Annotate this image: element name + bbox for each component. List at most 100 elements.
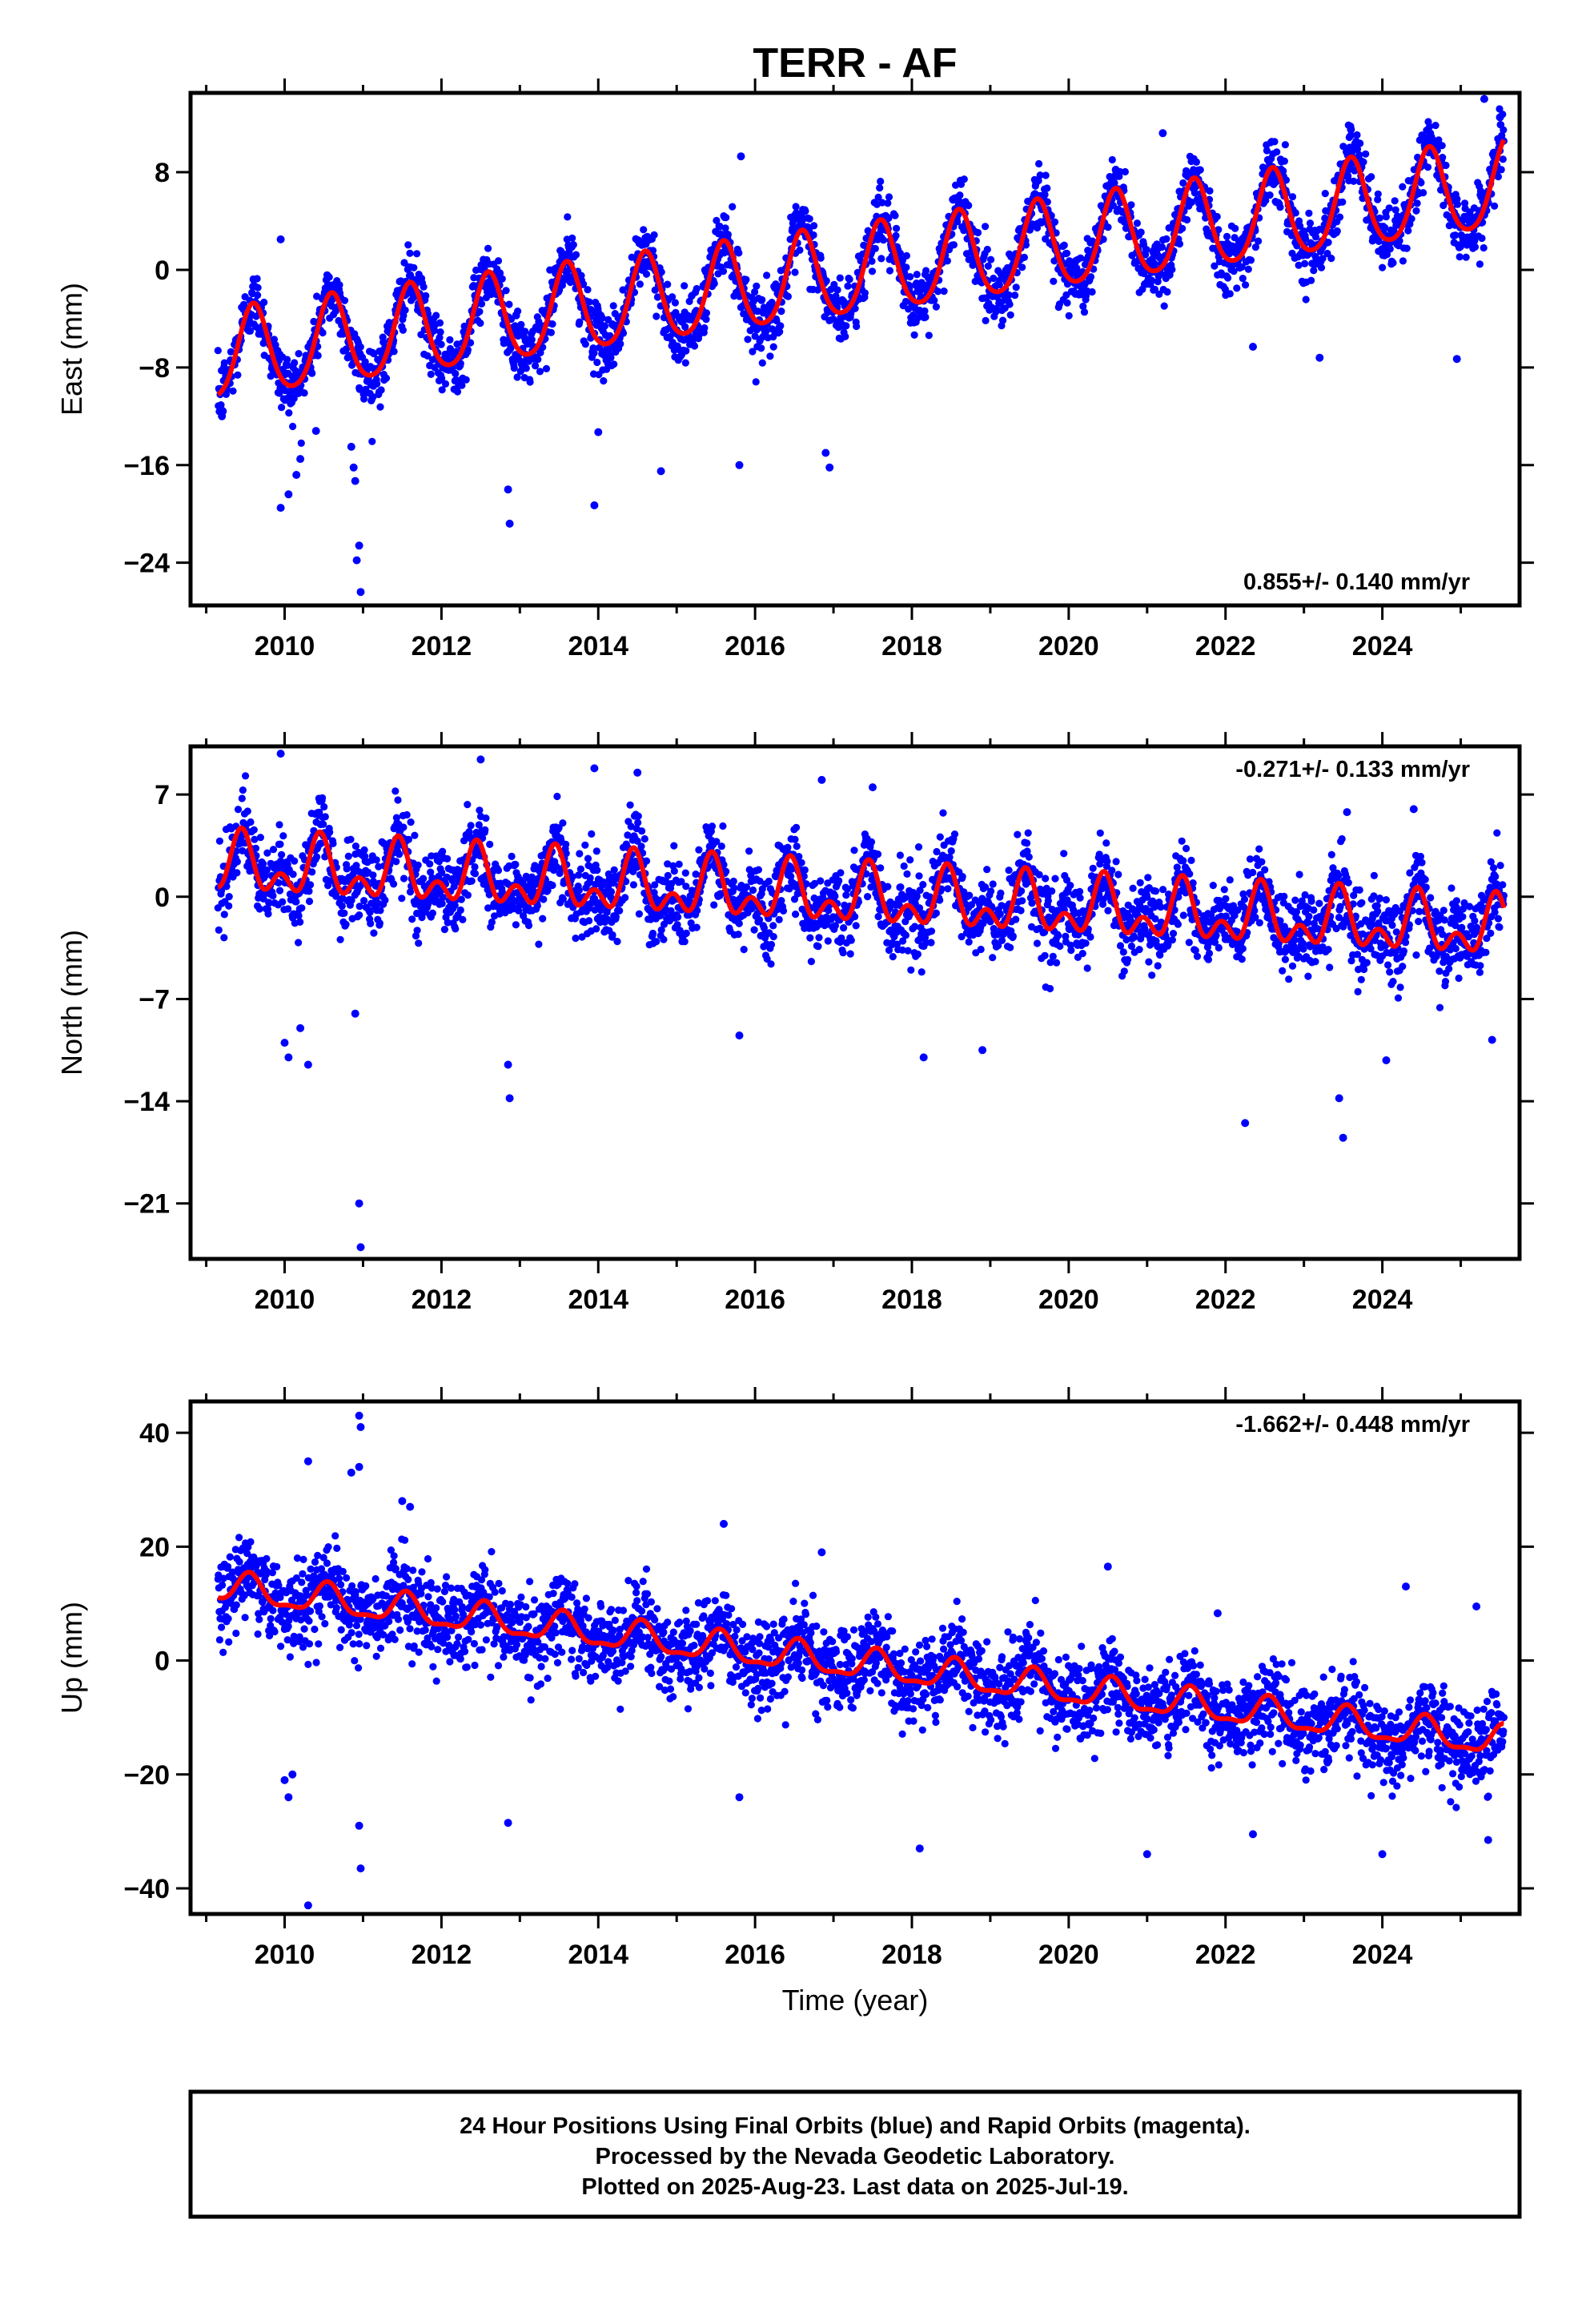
data-point <box>987 887 994 895</box>
data-point <box>801 866 809 874</box>
data-point <box>722 214 729 221</box>
data-point <box>1007 312 1014 319</box>
x-tick-label: 2010 <box>255 631 315 661</box>
data-point <box>1010 932 1017 939</box>
data-point <box>915 843 922 850</box>
data-point <box>965 202 972 209</box>
data-point <box>982 223 989 230</box>
outlier-point <box>1315 354 1323 362</box>
data-point <box>1227 290 1234 297</box>
data-point <box>301 389 308 396</box>
data-point <box>806 935 813 942</box>
data-point <box>889 953 897 960</box>
data-point <box>776 916 783 923</box>
data-point <box>983 866 990 873</box>
data-point <box>682 360 689 367</box>
data-point <box>322 813 329 820</box>
data-point <box>564 213 571 220</box>
data-point <box>770 933 777 940</box>
data-point <box>903 252 910 259</box>
data-point <box>914 951 921 958</box>
data-point <box>581 842 588 849</box>
data-point <box>638 827 645 834</box>
data-point <box>643 271 650 278</box>
data-point <box>660 936 667 943</box>
x-tick-label: 2016 <box>725 631 785 661</box>
data-point <box>415 939 422 947</box>
outlier-point <box>590 501 598 509</box>
data-point <box>1081 308 1088 316</box>
data-point <box>1197 167 1204 174</box>
data-point <box>853 323 860 330</box>
data-point <box>1183 216 1191 223</box>
data-point <box>215 927 223 934</box>
data-point <box>948 847 955 854</box>
data-point <box>1307 277 1315 284</box>
data-point <box>215 347 222 354</box>
data-point <box>636 280 644 287</box>
data-point <box>523 364 530 372</box>
y-tick-label: −16 <box>123 451 170 481</box>
data-point <box>1391 197 1399 204</box>
data-point <box>408 915 416 923</box>
data-point <box>814 943 821 950</box>
data-point <box>484 245 492 252</box>
data-point <box>767 960 774 967</box>
data-point <box>785 293 792 300</box>
data-point <box>367 920 374 927</box>
data-point <box>432 312 440 319</box>
data-point <box>279 832 287 839</box>
data-point <box>584 286 591 293</box>
data-point <box>1414 199 1421 207</box>
data-point <box>1014 831 1021 838</box>
data-point <box>749 887 757 894</box>
data-point <box>693 924 701 931</box>
data-point <box>850 846 857 854</box>
data-point <box>499 275 506 283</box>
outlier-point <box>506 520 514 528</box>
data-point <box>997 911 1004 918</box>
data-point <box>1162 235 1170 243</box>
data-point <box>784 844 791 851</box>
data-point <box>436 320 444 327</box>
data-point <box>753 283 760 290</box>
data-point <box>234 858 241 865</box>
data-point <box>672 299 679 306</box>
data-point <box>233 869 240 876</box>
data-point <box>291 858 298 865</box>
data-point <box>636 911 643 918</box>
data-point <box>370 930 377 937</box>
data-point <box>295 912 303 919</box>
data-point <box>903 870 910 878</box>
data-point <box>508 853 516 860</box>
data-point <box>729 203 736 211</box>
data-point <box>1023 839 1030 846</box>
x-tick-label: 2014 <box>568 631 628 661</box>
data-point <box>902 263 909 271</box>
data-point <box>791 836 798 843</box>
data-point <box>1432 122 1439 129</box>
data-point <box>841 333 849 340</box>
data-point <box>990 880 997 887</box>
outlier-point <box>218 412 226 420</box>
data-point <box>1042 171 1050 179</box>
data-point <box>793 842 801 850</box>
data-point <box>1491 203 1498 210</box>
data-point <box>534 356 541 363</box>
outlier-point <box>594 428 602 436</box>
data-point <box>1063 250 1070 257</box>
data-point <box>1143 246 1150 253</box>
data-point <box>1011 292 1018 299</box>
data-point <box>808 958 815 965</box>
data-point <box>1379 264 1386 271</box>
data-point <box>576 850 583 857</box>
data-point <box>585 917 592 924</box>
data-point <box>641 835 648 842</box>
data-point <box>1318 264 1325 271</box>
data-point <box>553 793 560 800</box>
data-point <box>269 892 276 899</box>
data-point <box>711 280 718 287</box>
data-point <box>1325 239 1332 246</box>
outlier-point <box>1158 129 1166 137</box>
data-point <box>486 841 493 848</box>
